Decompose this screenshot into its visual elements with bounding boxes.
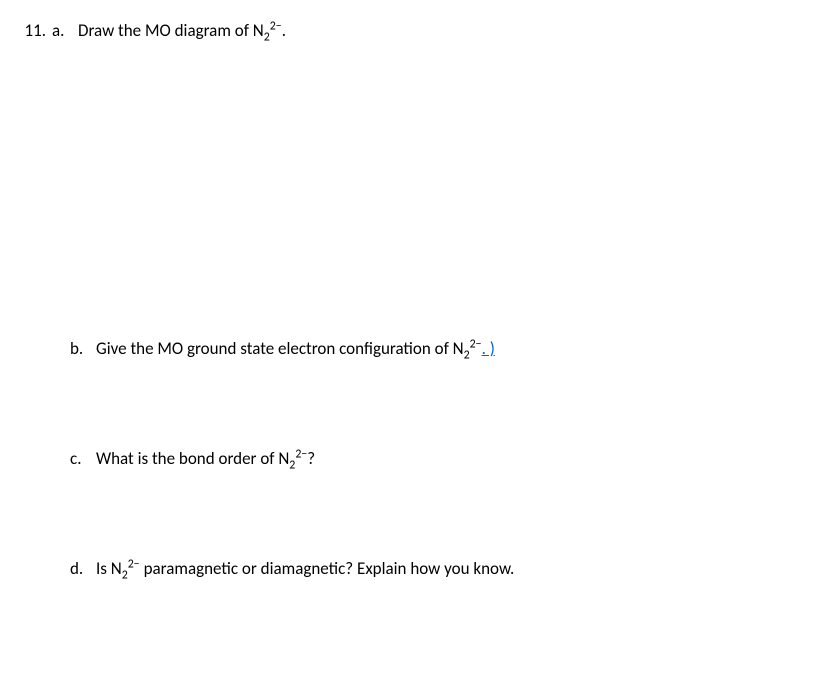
- text-a-prefix: Draw the MO diagram of N: [78, 20, 264, 41]
- question-part-b: b. Give the MO ground state electron con…: [70, 338, 495, 359]
- part-text-b: Give the MO ground state electron config…: [96, 338, 495, 359]
- text-b-prefix: Give the MO ground state electron config…: [96, 338, 464, 359]
- part-letter-c: c.: [70, 448, 96, 469]
- text-b-blank: . ): [482, 338, 495, 359]
- part-letter-b: b.: [70, 338, 96, 359]
- part-text-a: Draw the MO diagram of N22−.: [78, 20, 286, 41]
- part-text-c: What is the bond order of N22−?: [96, 448, 315, 469]
- part-letter-a: a.: [52, 20, 78, 41]
- text-b-sup: 2−: [470, 337, 482, 351]
- text-d-suffix: paramagnetic or diamagnetic? Explain how…: [140, 558, 515, 579]
- text-c-sup: 2−: [295, 447, 307, 461]
- text-c-suffix: ?: [307, 448, 315, 469]
- problem-number: 11.: [18, 20, 52, 41]
- part-text-d: Is N22− paramagnetic or diamagnetic? Exp…: [96, 558, 514, 579]
- question-part-a: 11. a. Draw the MO diagram of N22−.: [18, 20, 286, 41]
- text-d-sup: 2−: [128, 557, 140, 571]
- text-d-prefix: Is N: [96, 558, 122, 579]
- text-c-prefix: What is the bond order of N: [96, 448, 289, 469]
- part-letter-d: d.: [70, 558, 96, 579]
- text-a-sup: 2−: [270, 19, 282, 33]
- text-a-suffix: .: [282, 20, 286, 41]
- question-part-c: c. What is the bond order of N22−?: [70, 448, 315, 469]
- question-part-d: d. Is N22− paramagnetic or diamagnetic? …: [70, 558, 514, 579]
